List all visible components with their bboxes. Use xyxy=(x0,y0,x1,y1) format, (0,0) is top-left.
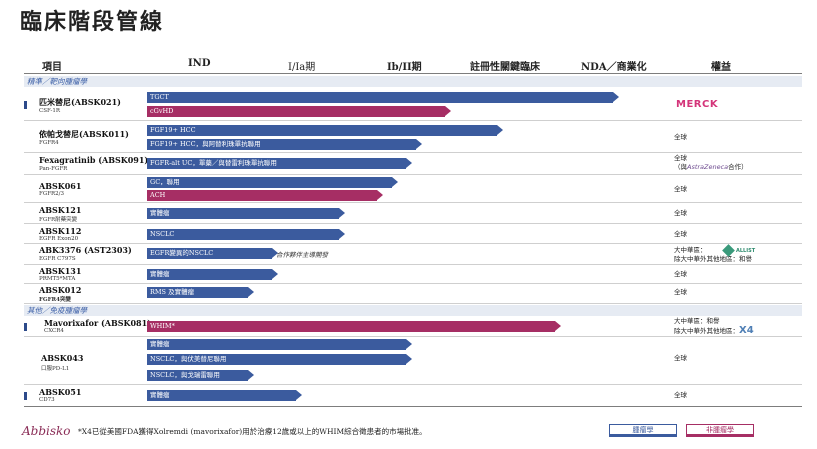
progress-bar: FGF19+ HCC，與阿替利珠單抗聯用 xyxy=(147,139,422,150)
table-bottom-divider xyxy=(24,406,802,407)
drug-target: PRMT5*MTA xyxy=(39,276,76,282)
drug-name: ABSK112 xyxy=(39,226,82,236)
drug-target: CXCR4 xyxy=(44,328,64,334)
pipeline-row: Fexagratinib (ABSK091) Pan-FGFR FGFR-alt… xyxy=(24,154,802,175)
rights-line2: 除大中華外其他地區：X4 xyxy=(674,326,754,336)
drug-name: ABSK131 xyxy=(39,266,82,276)
drug-name: ABK3376 (AST2303) xyxy=(39,245,132,255)
pipeline-row: 匹米替尼(ABSK021) CSF-1R TGCT cGvHD MERCK xyxy=(24,89,802,121)
rights-text: 全球 xyxy=(674,209,687,217)
header-project: 項目 xyxy=(42,62,62,73)
row-marker xyxy=(24,392,27,400)
progress-bar: 實體瘤 xyxy=(147,208,345,219)
rights-text: 全球 xyxy=(674,230,687,238)
allist-logo-text: ALLIST xyxy=(736,248,756,254)
progress-bar: 實體瘤 xyxy=(147,339,412,350)
pipeline-row: ABSK121 FGFR耐藥突變 實體瘤 全球 xyxy=(24,204,802,224)
progress-bar: GC，聯用 xyxy=(147,177,398,188)
header-nda: NDA／商業化 xyxy=(581,62,647,73)
pipeline-row: Mavorixafor (ABSK081) CXCR4 WHIM* 大中華區：和… xyxy=(24,317,802,337)
rights-text: 全球 （與AstraZeneca合作） xyxy=(674,154,748,172)
merck-logo: MERCK xyxy=(676,99,719,110)
progress-bar: 實體瘤 xyxy=(147,269,278,280)
progress-bar: 實體瘤 xyxy=(147,390,302,401)
progress-bar: NSCLC xyxy=(147,229,345,240)
footnote: *X4已從美國FDA獲得Xolremdi (mavorixafor)用於治療12… xyxy=(78,427,427,436)
pipeline-row: ABSK112 EGFR Exon20 NSCLC 全球 xyxy=(24,225,802,244)
rights-line1: 大中華區： xyxy=(674,246,707,254)
progress-bar: NSCLC，與伏美替尼聯用 xyxy=(147,354,412,365)
row-marker xyxy=(24,101,27,109)
rights-text: 大中華區： 除大中華外其他地區：和譽 xyxy=(674,246,752,264)
pipeline-row: ABSK051 CD73 實體瘤 全球 xyxy=(24,386,802,406)
progress-bar: FGF19+ HCC xyxy=(147,125,503,136)
drug-name: ABSK121 xyxy=(39,205,82,215)
drug-target: 口服PD-L1 xyxy=(41,366,70,372)
rights-text: 全球 xyxy=(674,288,687,296)
drug-target: EGFR Exon20 xyxy=(39,236,79,242)
rights-prefix: （與 xyxy=(674,163,687,171)
progress-bar: WHIM* xyxy=(147,321,561,332)
drug-name: 依帕戈替尼(ABSK011) xyxy=(39,129,129,139)
rights-line2-text: 除大中華外其他地區： xyxy=(674,327,739,335)
header-phase2: Ib/II期 xyxy=(387,62,422,73)
pipeline-row: ABSK131 PRMT5*MTA 實體瘤 全球 xyxy=(24,266,802,284)
legend-oncology: 腫瘤學 xyxy=(609,424,677,437)
drug-name: ABSK051 xyxy=(39,387,82,397)
partner-note: 合作夥伴主導開發 xyxy=(276,251,328,259)
allist-logo: ALLIST xyxy=(722,244,756,257)
progress-bar: TGCT xyxy=(147,92,619,103)
rights-text: 全球 xyxy=(674,185,687,193)
header-registrational: 註冊性關鍵臨床 xyxy=(470,62,540,73)
drug-target: EGFR C797S xyxy=(39,256,76,262)
rights-text: 全球 xyxy=(674,133,687,141)
progress-bar: FGFR-alt UC，單藥／與替雷利珠單抗聯用 xyxy=(147,158,412,169)
allist-icon xyxy=(722,244,735,257)
rights-line2: （與AstraZeneca合作） xyxy=(674,163,748,172)
rights-line2: 除大中華外其他地區：和譽 xyxy=(674,255,752,263)
x4-logo: X4 xyxy=(739,325,754,336)
pipeline-row: 依帕戈替尼(ABSK011) FGFR4 FGF19+ HCC FGF19+ H… xyxy=(24,122,802,153)
rights-text: 全球 xyxy=(674,354,687,362)
drug-name: 匹米替尼(ABSK021) xyxy=(39,97,121,107)
header-rights: 權益 xyxy=(711,62,731,73)
abbisko-logo: Abbisko xyxy=(22,424,71,438)
progress-bar: EGFR變異的NSCLC xyxy=(147,248,278,259)
drug-name: ABSK012 xyxy=(39,285,82,295)
progress-bar: ACH xyxy=(147,190,383,201)
drug-target: FGFR4 xyxy=(39,140,59,146)
header-ind: IND xyxy=(188,58,211,69)
section-oncology: 精準／靶向腫瘤學 xyxy=(24,76,802,87)
header-phase1: I/Ia期 xyxy=(288,62,316,73)
drug-target: CD73 xyxy=(39,397,55,403)
rights-line1: 大中華區：和譽 xyxy=(674,317,720,325)
drug-target: CSF-1R xyxy=(39,108,61,114)
astrazeneca-logo: AstraZeneca xyxy=(687,163,729,171)
rights-suffix: 合作） xyxy=(728,163,748,171)
progress-bar: NSCLC，與戈瑞雷聯用 xyxy=(147,370,254,381)
drug-name: ABSK061 xyxy=(39,181,82,191)
drug-name: ABSK043 xyxy=(41,353,84,363)
pipeline-row: ABSK012 FGFR4突變 RMS 及實體瘤 全球 xyxy=(24,285,802,304)
pipeline-row: ABSK061 FGFR2/3 GC，聯用 ACH 全球 xyxy=(24,176,802,203)
page-title: 臨床階段管線 xyxy=(20,10,165,35)
rights-text: 全球 xyxy=(674,270,687,278)
pipeline-row: ABSK043 口服PD-L1 實體瘤 NSCLC，與伏美替尼聯用 NSCLC，… xyxy=(24,338,802,385)
header-divider xyxy=(24,73,802,74)
rights-text: 全球 xyxy=(674,391,687,399)
drug-name: Fexagratinib (ABSK091) xyxy=(39,155,149,165)
row-marker xyxy=(24,323,27,331)
drug-target: FGFR4突變 xyxy=(39,297,71,303)
drug-target: FGFR2/3 xyxy=(39,191,65,197)
progress-bar: cGvHD xyxy=(147,106,451,117)
section-non-oncology: 其他／免疫腫瘤學 xyxy=(24,305,802,316)
drug-target: FGFR耐藥突變 xyxy=(39,217,78,223)
progress-bar: RMS 及實體瘤 xyxy=(147,287,254,298)
drug-target: Pan-FGFR xyxy=(39,166,68,172)
rights-text: 大中華區：和譽 除大中華外其他地區：X4 xyxy=(674,317,754,336)
drug-name: Mavorixafor (ABSK081) xyxy=(44,318,151,328)
pipeline-row: ABK3376 (AST2303) EGFR C797S EGFR變異的NSCL… xyxy=(24,244,802,265)
legend-non-oncology: 非腫瘤學 xyxy=(686,424,754,437)
rights-line1: 全球 xyxy=(674,154,687,162)
